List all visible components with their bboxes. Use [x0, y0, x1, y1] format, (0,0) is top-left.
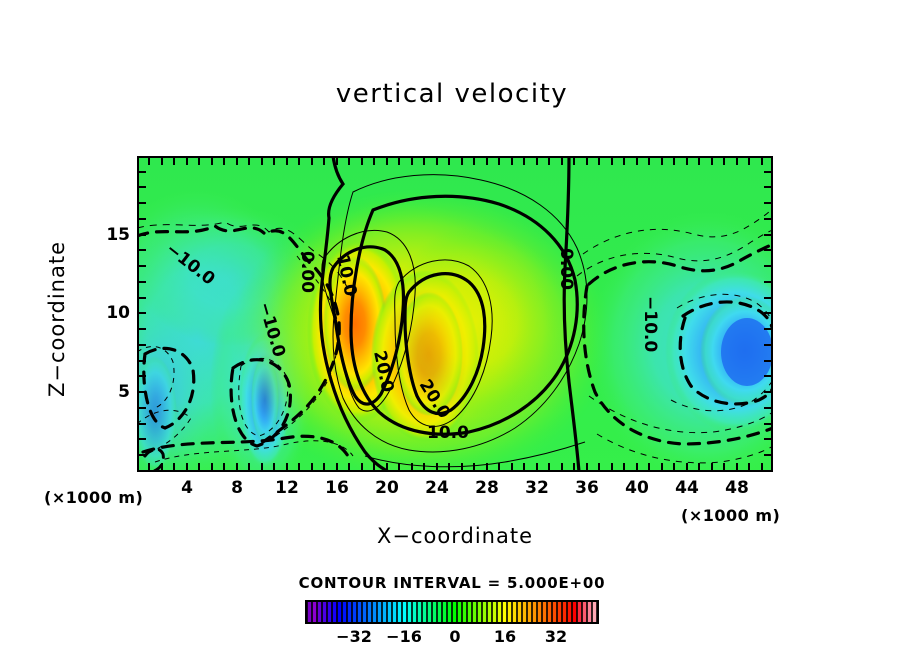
colorbar-cell	[457, 602, 462, 622]
y-tick-5: 5	[118, 382, 130, 402]
colorbar-cell	[362, 602, 367, 622]
colorbar-cell	[327, 602, 332, 622]
colorbar-cell	[407, 602, 412, 622]
x-tick-28: 28	[475, 478, 499, 498]
colorbar-cell	[482, 602, 487, 622]
colorbar-cell	[357, 602, 362, 622]
colorbar-cell	[572, 602, 577, 622]
x-tick-36: 36	[575, 478, 599, 498]
colorbar-cell	[337, 602, 342, 622]
colorbar-cell	[587, 602, 592, 622]
colorbar-cell	[342, 602, 347, 622]
colorbar-cell	[467, 602, 472, 622]
contour-label-zero-right: 0.00	[556, 248, 576, 290]
colorbar-cell	[442, 602, 447, 622]
x-axis-unit-left: (×1000 m)	[44, 488, 144, 507]
colorbar-cell	[462, 602, 467, 622]
colorbar-cell	[517, 602, 522, 622]
colorbar-tick-neg16: −16	[386, 627, 422, 646]
x-tick-12: 12	[275, 478, 299, 498]
contour-label-zero-left: 0.00	[297, 251, 317, 293]
colorbar-cell	[392, 602, 397, 622]
colorbar-cell	[447, 602, 452, 622]
colorbar-tick-16: 16	[493, 627, 517, 646]
colorbar-tick-32: 32	[544, 627, 568, 646]
x-tick-32: 32	[525, 478, 549, 498]
colorbar-cell	[542, 602, 547, 622]
colorbar-cell	[497, 602, 502, 622]
colorbar-cell	[417, 602, 422, 622]
y-axis-label: Z−coordinate	[45, 241, 69, 397]
colorbar-cell	[582, 602, 587, 622]
colorbar-cell	[402, 602, 407, 622]
colorbar-cell	[522, 602, 527, 622]
colorbar-cell	[352, 602, 357, 622]
x-axis-label: X−coordinate	[377, 524, 533, 548]
colorbar-cell	[492, 602, 497, 622]
colorbar-cell	[532, 602, 537, 622]
colorbar-tick-neg32: −32	[336, 627, 372, 646]
contour-interval-label: CONTOUR INTERVAL = 5.000E+00	[298, 574, 606, 592]
colorbar-tick-zero: 0	[449, 627, 461, 646]
colorbar-cell	[567, 602, 572, 622]
y-tick-10: 10	[106, 303, 130, 323]
colorbar-cell	[422, 602, 427, 622]
x-tick-20: 20	[375, 478, 399, 498]
colorbar-cell	[472, 602, 477, 622]
colorbar-cell	[307, 602, 312, 622]
colorbar-cell	[562, 602, 567, 622]
x-tick-48: 48	[725, 478, 749, 498]
colorbar-cell	[387, 602, 392, 622]
colorbar-cell	[332, 602, 337, 622]
x-tick-44: 44	[675, 478, 699, 498]
colorbar-cell	[487, 602, 492, 622]
colorbar-cell	[502, 602, 507, 622]
colorbar-cell	[382, 602, 387, 622]
colorbar-cell	[397, 602, 402, 622]
colorbar-cell	[537, 602, 542, 622]
colorbar-cell	[557, 602, 562, 622]
page-title: vertical velocity	[335, 79, 569, 109]
colorbar-cell	[527, 602, 532, 622]
colorbar-cell	[317, 602, 322, 622]
colorbar-cell	[432, 602, 437, 622]
x-axis-unit-right: (×1000 m)	[681, 506, 781, 525]
colorbar	[305, 600, 599, 624]
colorbar-cell	[452, 602, 457, 622]
x-tick-16: 16	[325, 478, 349, 498]
colorbar-cell	[547, 602, 552, 622]
colorbar-cell	[427, 602, 432, 622]
colorbar-cell	[592, 602, 597, 622]
colorbar-cell	[372, 602, 377, 622]
contour-label-pos10-bottom: 10.0	[427, 423, 469, 443]
colorbar-cell	[367, 602, 372, 622]
colorbar-cell	[507, 602, 512, 622]
colorbar-cell	[312, 602, 317, 622]
colorbar-cell	[552, 602, 557, 622]
x-tick-40: 40	[625, 478, 649, 498]
contour-label-neg10-right: −10.0	[640, 296, 660, 352]
x-tick-8: 8	[231, 478, 243, 498]
contour-line-layer	[137, 156, 773, 472]
colorbar-cell	[437, 602, 442, 622]
colorbar-cell	[512, 602, 517, 622]
x-tick-24: 24	[425, 478, 449, 498]
colorbar-cell	[322, 602, 327, 622]
colorbar-cells	[307, 602, 597, 622]
y-tick-15: 15	[106, 225, 130, 245]
colorbar-cell	[477, 602, 482, 622]
x-tick-4: 4	[181, 478, 193, 498]
colorbar-cell	[412, 602, 417, 622]
colorbar-cell	[577, 602, 582, 622]
colorbar-cell	[347, 602, 352, 622]
colorbar-cell	[377, 602, 382, 622]
plot-frame	[137, 156, 773, 472]
contour-plot: −10.0 −10.0 0.00 10.0 20.0 20.0 10.0 0.0…	[137, 156, 773, 472]
